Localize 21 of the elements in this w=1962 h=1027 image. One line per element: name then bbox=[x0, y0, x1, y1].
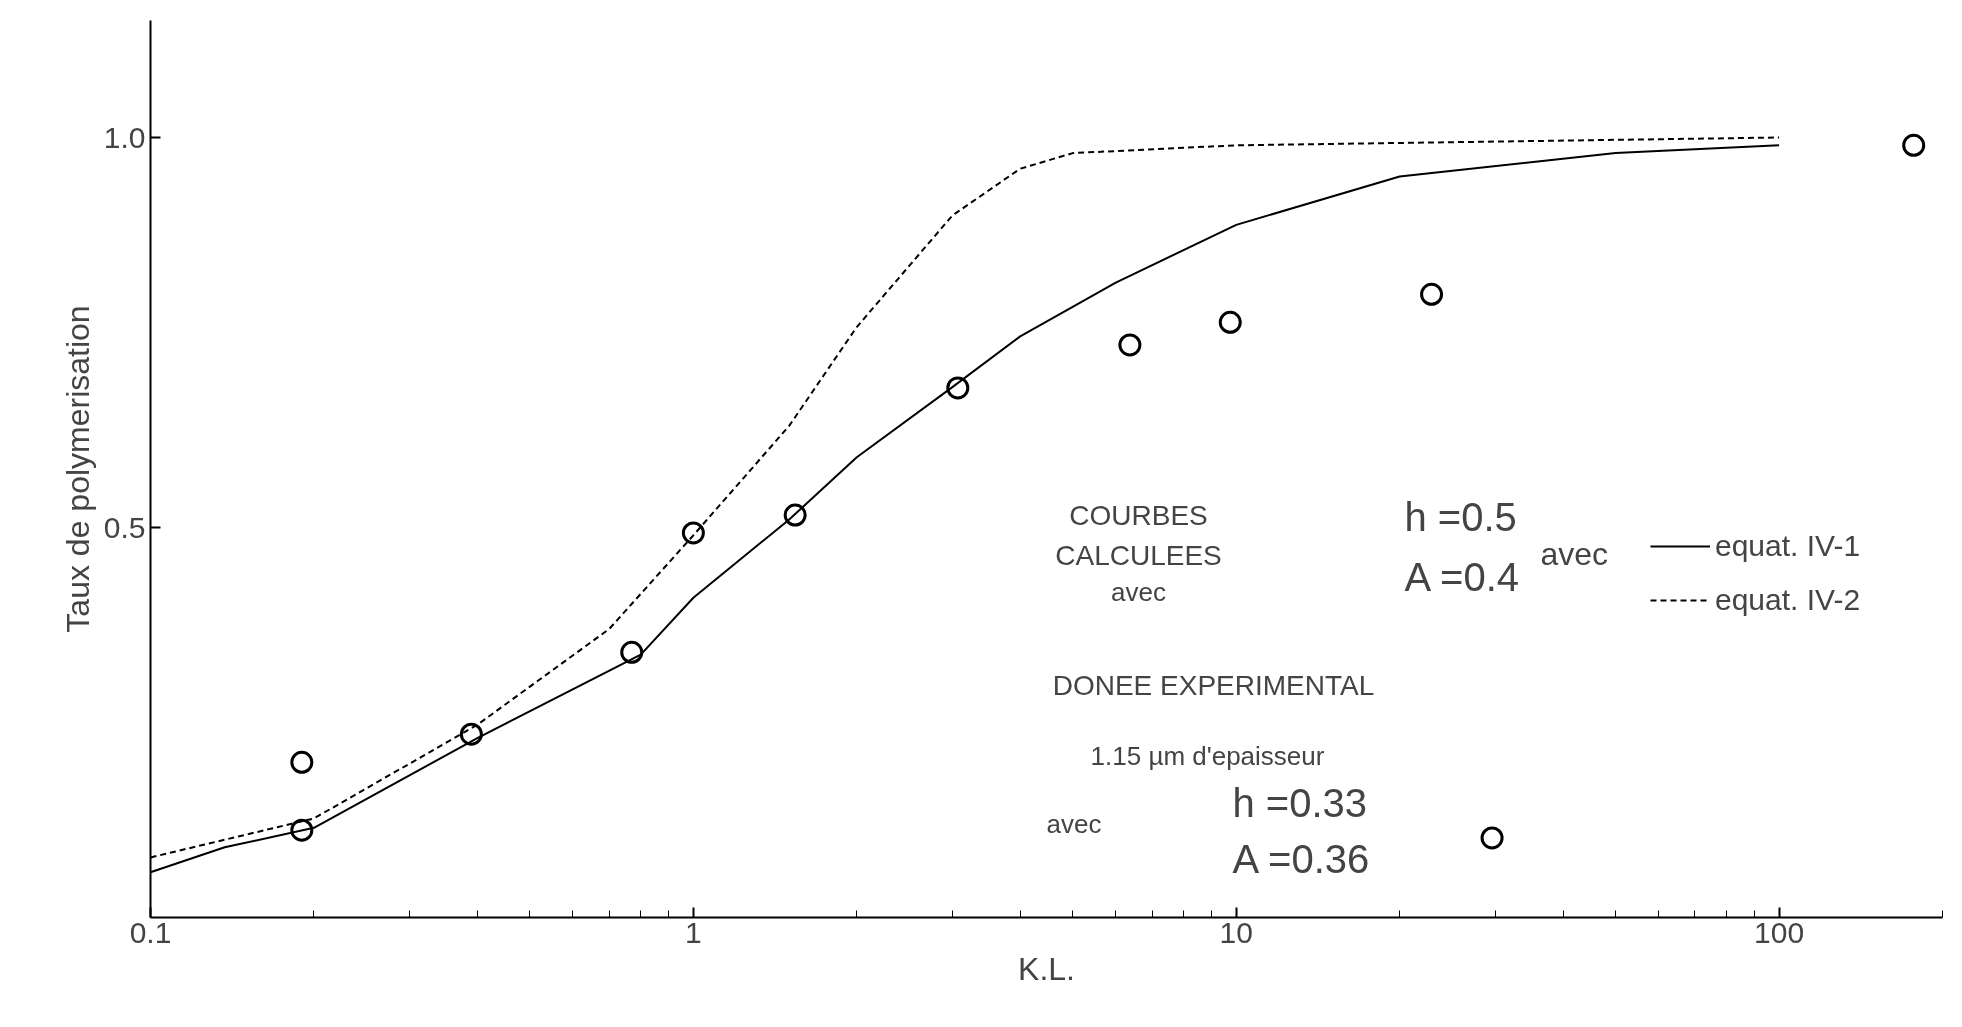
x-tick-label: 1 bbox=[685, 915, 702, 949]
annotation: 1.15 µm d'epaisseur bbox=[1090, 740, 1325, 771]
annotation: A =0.4 bbox=[1404, 554, 1520, 599]
annotation: DONEE EXPERIMENTAL bbox=[1052, 670, 1375, 701]
y-tick-label: 0.5 bbox=[103, 510, 146, 544]
annotation: COURBES bbox=[1069, 500, 1208, 531]
x-axis-title: K.L. bbox=[1018, 950, 1075, 987]
y-axis-title: Taux de polymerisation bbox=[59, 305, 96, 633]
annotation: h =0.33 bbox=[1232, 780, 1368, 825]
y-tick-label: 1.0 bbox=[103, 120, 146, 154]
x-tick-label: 100 bbox=[1754, 915, 1805, 949]
legend-label: equat. IV-2 bbox=[1715, 583, 1861, 617]
annotation: avec bbox=[1111, 576, 1166, 607]
x-tick-label: 0.1 bbox=[129, 915, 172, 949]
annotation: CALCULEES bbox=[1055, 540, 1222, 571]
annotation: avec bbox=[1540, 535, 1609, 572]
annotation: h =0.5 bbox=[1404, 494, 1517, 539]
annotation: avec bbox=[1046, 808, 1102, 839]
annotation: A =0.36 bbox=[1232, 836, 1370, 881]
legend-label: equat. IV-1 bbox=[1715, 529, 1861, 563]
x-tick-label: 10 bbox=[1219, 915, 1253, 949]
